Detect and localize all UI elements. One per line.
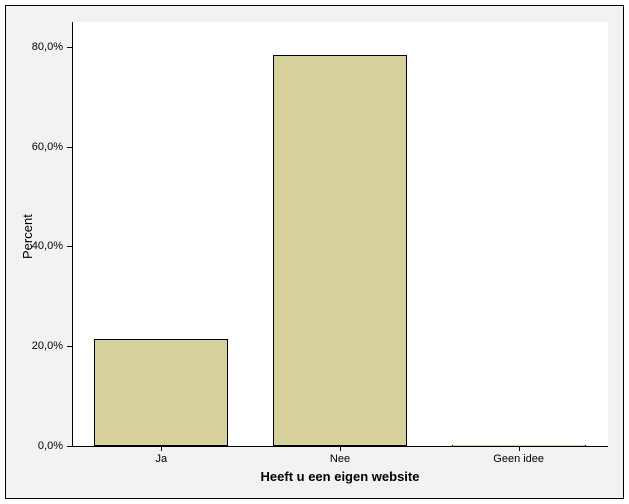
y-tick [67,147,72,148]
y-axis-label: Percent [20,214,35,259]
y-tick-label: 80,0% [0,41,63,53]
y-tick [67,346,72,347]
x-axis-label: Heeft u een eigen website [72,469,608,484]
chart-container: 0,0%20,0%40,0%60,0%80,0%JaNeeGeen idee P… [0,0,629,504]
bar [273,55,407,446]
y-tick-label: 60,0% [0,141,63,153]
y-axis-line [72,22,73,446]
y-tick-label: 20,0% [0,340,63,352]
x-tick [519,446,520,451]
x-tick-label: Geen idee [493,453,544,465]
y-tick [67,47,72,48]
x-tick [340,446,341,451]
y-tick [67,246,72,247]
bar [94,339,228,446]
y-tick-label: 0,0% [0,440,63,452]
y-tick [67,446,72,447]
x-tick [161,446,162,451]
x-tick-label: Nee [330,453,350,465]
x-tick-label: Ja [156,453,168,465]
